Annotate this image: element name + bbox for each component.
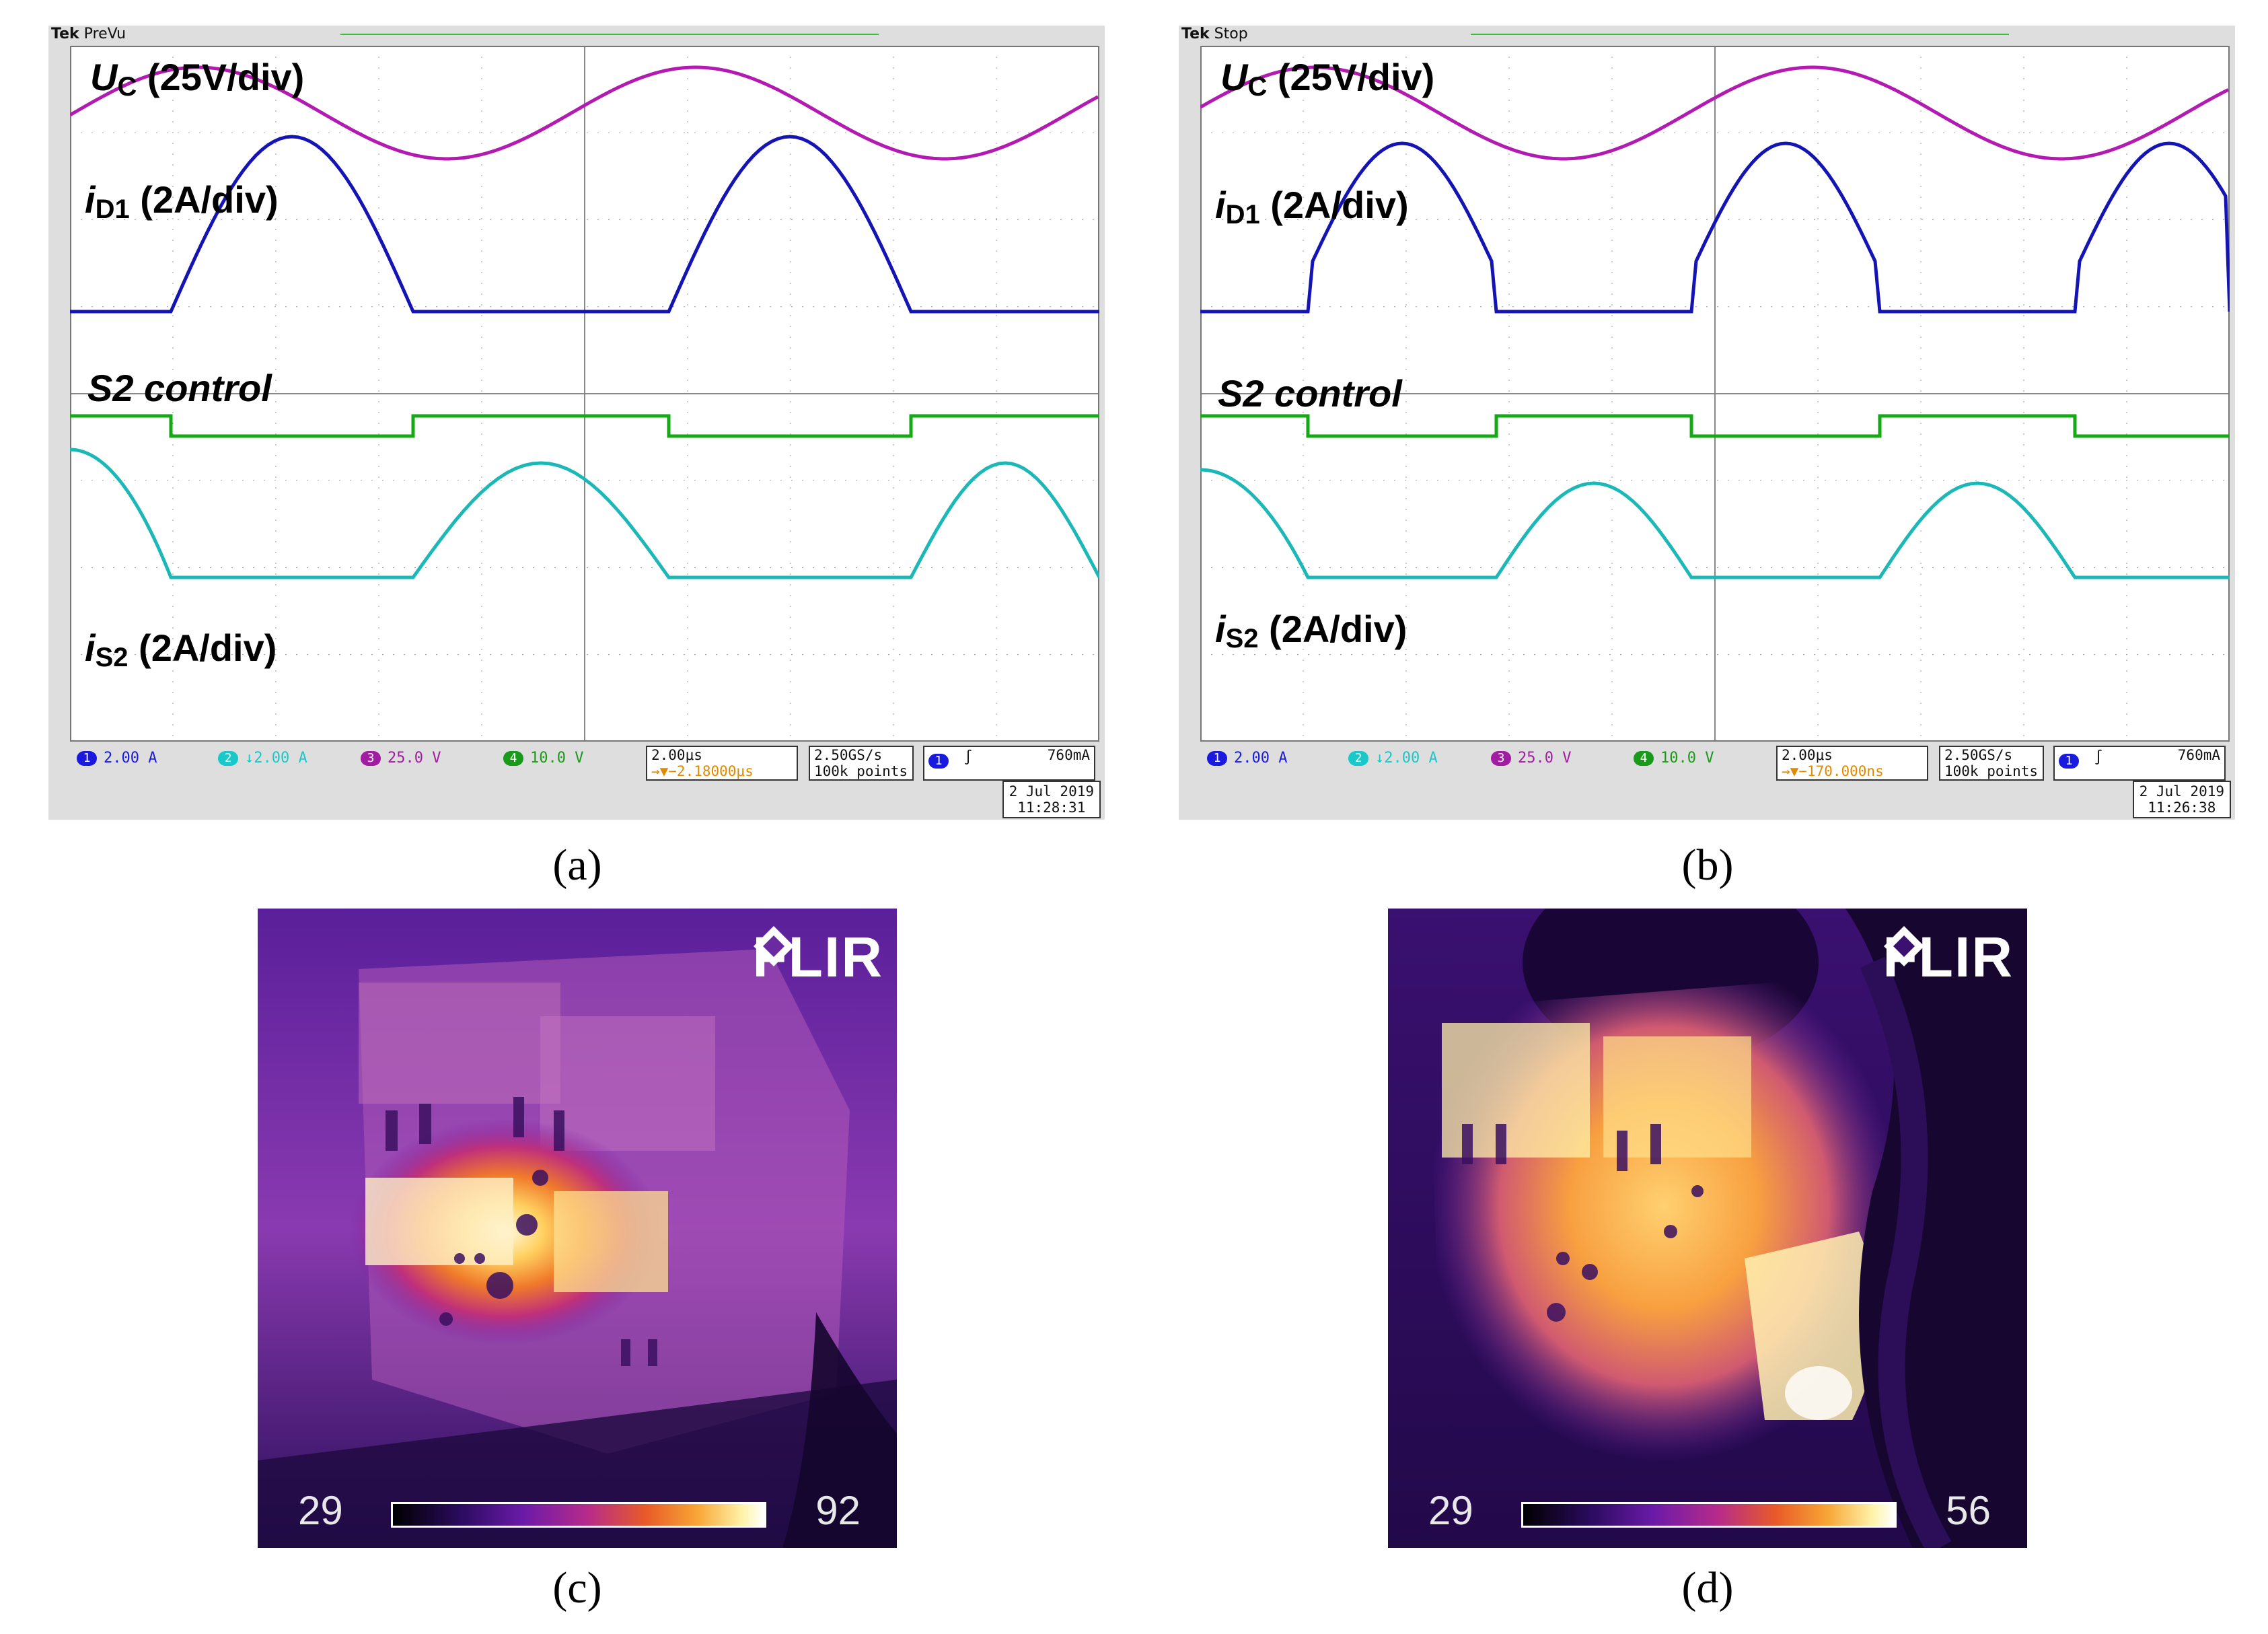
date-time-box: 2 Jul 2019 11:28:31 (1002, 781, 1101, 818)
flir-logo: FLIR (1882, 925, 2014, 989)
thermal-scene (1388, 909, 2027, 1548)
ch3-scale: 3 25.0 V (1491, 750, 1571, 767)
trigger-edge-icon: ∫ (963, 749, 973, 765)
trigger-box: 1 ∫ 760mA (923, 746, 1095, 781)
ch3-scale: 3 25.0 V (361, 750, 441, 767)
s2-control-label: S2 control (1218, 372, 1402, 415)
scope-brand: Tek (51, 26, 79, 42)
scale-min-value: 29 (298, 1488, 343, 1533)
flir-diamond-icon (754, 926, 795, 966)
date-time-box: 2 Jul 2019 11:26:38 (2132, 781, 2231, 818)
thermal-image-d: FLIR 29 56 (1388, 909, 2027, 1548)
scope-screen: UC (25V/div) iD1 (2A/div) S2 control iS2… (70, 46, 1099, 742)
ch1-scale: 1 2.00 A (1207, 750, 1287, 767)
record-view-bar (1471, 34, 2009, 35)
thermal-scene (258, 909, 897, 1548)
s2-control-trace (1200, 414, 2230, 438)
scale-max-value: 56 (1946, 1488, 1991, 1533)
caption-c: (c) (552, 1563, 602, 1612)
ch2-scale: 2 ↓2.00 A (1348, 750, 1438, 767)
ch4-scale: 4 10.0 V (1634, 750, 1714, 767)
temperature-scale-bar (391, 1502, 766, 1528)
channel-status-bar: 1 2.00 A 2 ↓2.00 A 3 25.0 V 4 10.0 V 2.00μs … (70, 746, 1099, 786)
ch1-scale: 1 2.00 A (77, 750, 157, 767)
uc-label: UC (25V/div) (1220, 56, 1435, 102)
is2-label: iS2 (2A/div) (1215, 608, 1407, 653)
ch4-scale: 4 10.0 V (503, 750, 583, 767)
acquisition-box: 2.50GS/s 100k points (809, 746, 914, 781)
scope-graticule-and-traces (1200, 46, 2230, 742)
s2-control-label: S2 control (87, 367, 272, 409)
scope-header: Tek PreVu (48, 26, 126, 43)
flir-logo: FLIR (752, 925, 883, 989)
graticule (70, 46, 1099, 742)
scope-header: Tek Stop (1179, 26, 1248, 43)
timebase-box: 2.00μs →▼−2.18000μs (646, 746, 798, 781)
temperature-scale-bar (1521, 1502, 1897, 1528)
oscilloscope-panel-b: Tek Stop UC (25V/div) iD1 (2A/div) S2 co… (1179, 26, 2235, 820)
scope-brand: Tek (1181, 26, 1210, 42)
scope-graticule-and-traces (70, 46, 1099, 742)
scope-screen: UC (25V/div) iD1 (2A/div) S2 control iS2… (1200, 46, 2230, 742)
is2-trace (70, 448, 1099, 579)
is2-label: iS2 (2A/div) (85, 627, 277, 672)
id1-trace (70, 135, 1099, 314)
channel-status-bar: 1 2.00 A 2 ↓2.00 A 3 25.0 V 4 10.0 V 2.00μs … (1200, 746, 2230, 786)
scope-mode: PreVu (83, 26, 126, 42)
oscilloscope-panel-a: Tek PreVu UC (25V/div) iD1 (2A/div) S2 c… (48, 26, 1105, 820)
scale-min-value: 29 (1428, 1488, 1473, 1533)
id1-label: iD1 (2A/div) (1215, 184, 1409, 229)
is2-trace (1200, 468, 2230, 579)
caption-b: (b) (1681, 841, 1734, 890)
ch2-scale: 2 ↓2.00 A (218, 750, 307, 767)
graticule (1200, 46, 2230, 742)
flir-diamond-icon (1884, 926, 1925, 966)
scale-max-value: 92 (815, 1488, 861, 1533)
scope-mode: Stop (1214, 26, 1248, 42)
uc-label: UC (25V/div) (90, 56, 305, 102)
timebase-box: 2.00μs →▼−170.000ns (1776, 746, 1928, 781)
uc-trace (1200, 65, 2230, 161)
thermal-image-c: FLIR 29 92 (258, 909, 897, 1548)
trigger-edge-icon: ∫ (2094, 749, 2103, 765)
acquisition-box: 2.50GS/s 100k points (1939, 746, 2044, 781)
caption-a: (a) (552, 841, 602, 890)
id1-trace (1200, 141, 2230, 314)
record-view-bar (340, 34, 879, 35)
caption-d: (d) (1681, 1563, 1734, 1612)
id1-label: iD1 (2A/div) (85, 178, 279, 224)
uc-trace (70, 65, 1099, 161)
s2-control-trace (70, 414, 1099, 438)
trigger-box: 1 ∫ 760mA (2053, 746, 2226, 781)
